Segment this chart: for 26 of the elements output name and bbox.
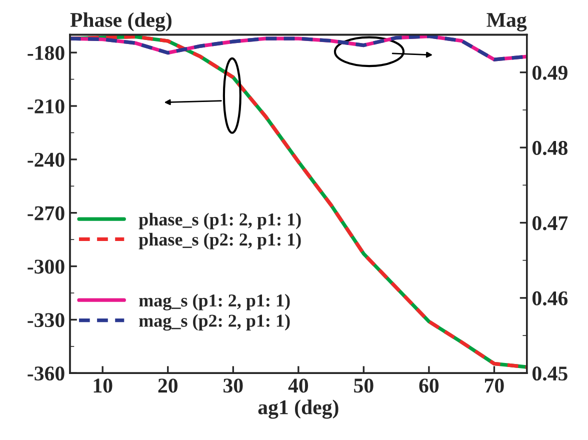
y2-axis-title: Mag [486,13,527,32]
y-tick-label: -360 [28,366,64,381]
x-tick-label: 50 [354,378,374,393]
legend-label: mag_s (p2: 2, p1: 1) [139,314,290,331]
x-tick-label: 60 [419,378,439,393]
x-axis-title: ag1 (deg) [258,400,338,419]
y-tick-label: -300 [28,260,64,274]
x-tick-label: 10 [94,378,112,393]
y-tick-label: -180 [28,46,64,60]
legend-label: phase_s (p1: 2, p1: 1) [138,212,301,230]
y2-tick-label: 0.45 [532,366,568,381]
x-tick-label: 30 [224,378,243,393]
x-tick-label: 70 [484,378,504,393]
y2-tick-label: 0.46 [532,291,568,306]
y-axis-title: Phase (deg) [70,12,172,32]
y2-tick-label: 0.48 [532,140,568,156]
y-tick-label: -330 [28,313,64,328]
y-tick-label: -240 [28,152,64,167]
y-tick-label: -270 [28,206,64,220]
legend-label: phase_s (p2: 2, p1: 1) [138,232,301,250]
y2-tick-label: 0.49 [532,66,568,80]
y-tick-label: -210 [28,99,64,114]
x-tick-label: 20 [158,378,178,393]
legend-label: mag_s (p1: 2, p1: 1) [139,294,290,310]
x-tick-label: 40 [288,378,308,393]
y2-tick-label: 0.47 [532,216,568,230]
